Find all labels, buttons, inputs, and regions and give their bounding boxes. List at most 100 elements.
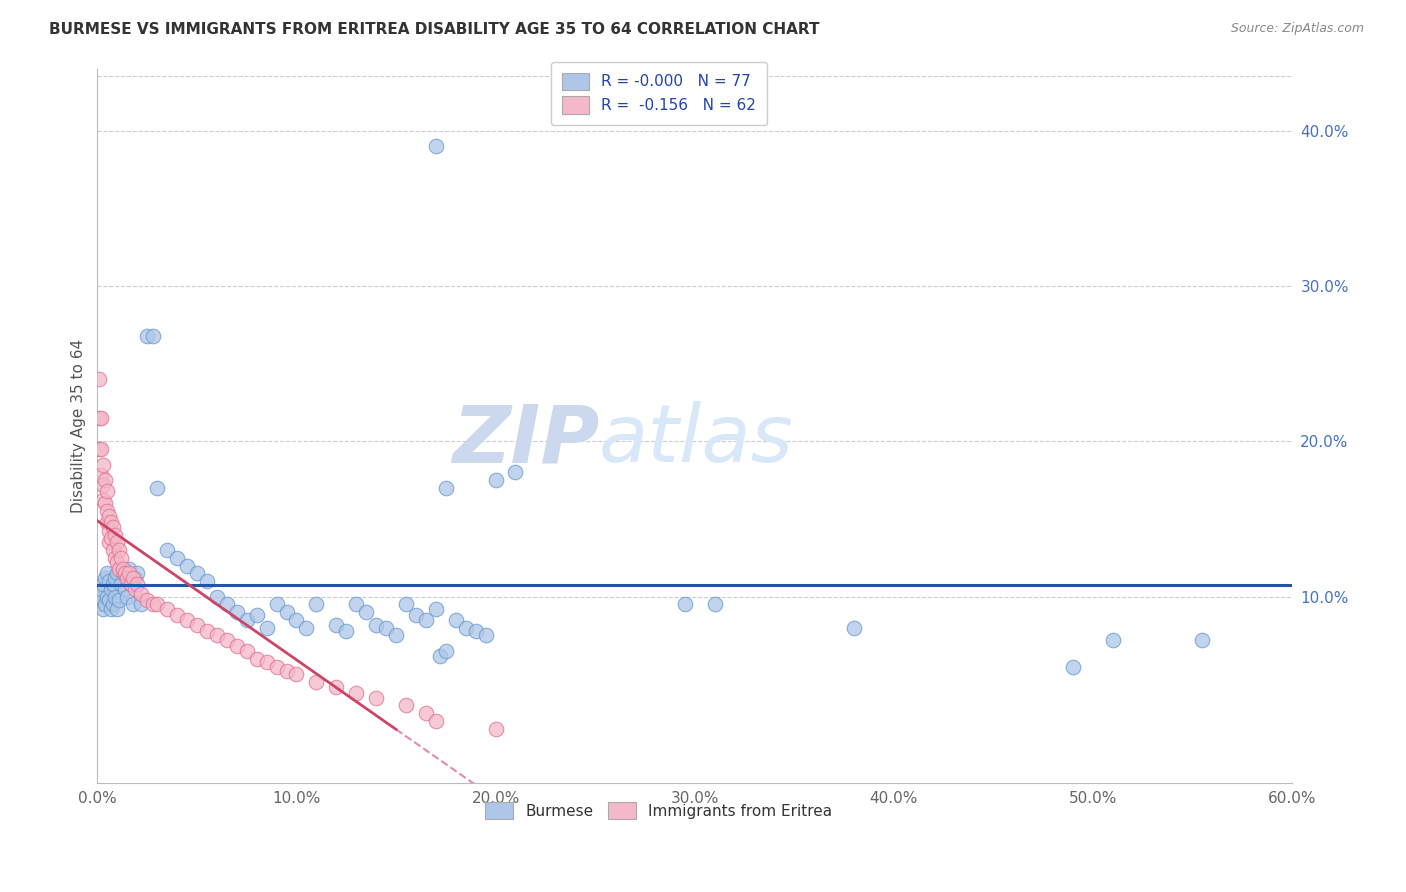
- Point: [156, 543, 179, 558]
- Point: [405, 608, 427, 623]
- Point: [266, 598, 288, 612]
- Point: [96, 483, 118, 498]
- Point: [325, 617, 347, 632]
- Point: [108, 562, 131, 576]
- Point: [122, 571, 145, 585]
- Point: [375, 621, 398, 635]
- Point: [266, 659, 288, 673]
- Point: [285, 613, 308, 627]
- Point: [96, 515, 118, 529]
- Point: [124, 582, 146, 596]
- Point: [142, 598, 165, 612]
- Point: [454, 621, 477, 635]
- Point: [90, 590, 112, 604]
- Point: [105, 566, 128, 581]
- Point: [91, 577, 114, 591]
- Point: [104, 590, 127, 604]
- Point: [115, 571, 138, 585]
- Point: [90, 442, 112, 456]
- Point: [305, 598, 328, 612]
- Point: [103, 598, 125, 612]
- Point: [176, 558, 198, 573]
- Point: [129, 586, 152, 600]
- Point: [127, 566, 149, 581]
- Point: [842, 621, 865, 635]
- Point: [91, 478, 114, 492]
- Point: [344, 598, 367, 612]
- Point: [96, 566, 118, 581]
- Point: [395, 698, 418, 713]
- Point: [195, 574, 218, 588]
- Point: [425, 714, 447, 728]
- Point: [118, 566, 141, 581]
- Point: [112, 566, 135, 581]
- Point: [114, 582, 136, 596]
- Point: [235, 613, 257, 627]
- Point: [444, 613, 467, 627]
- Point: [146, 598, 169, 612]
- Point: [1101, 633, 1123, 648]
- Point: [108, 592, 131, 607]
- Point: [89, 411, 111, 425]
- Point: [205, 590, 228, 604]
- Point: [225, 640, 247, 654]
- Point: [425, 602, 447, 616]
- Point: [91, 493, 114, 508]
- Point: [156, 602, 179, 616]
- Text: atlas: atlas: [599, 401, 794, 479]
- Point: [364, 617, 387, 632]
- Point: [256, 655, 278, 669]
- Point: [98, 574, 121, 588]
- Point: [176, 613, 198, 627]
- Point: [484, 473, 506, 487]
- Point: [146, 481, 169, 495]
- Point: [215, 598, 238, 612]
- Point: [105, 535, 128, 549]
- Point: [114, 566, 136, 581]
- Point: [354, 605, 377, 619]
- Point: [103, 543, 125, 558]
- Point: [104, 550, 127, 565]
- Point: [484, 722, 506, 736]
- Point: [215, 633, 238, 648]
- Point: [276, 605, 298, 619]
- Point: [415, 706, 437, 720]
- Point: [127, 577, 149, 591]
- Point: [195, 624, 218, 638]
- Point: [415, 613, 437, 627]
- Text: BURMESE VS IMMIGRANTS FROM ERITREA DISABILITY AGE 35 TO 64 CORRELATION CHART: BURMESE VS IMMIGRANTS FROM ERITREA DISAB…: [49, 22, 820, 37]
- Point: [474, 628, 496, 642]
- Point: [98, 535, 121, 549]
- Point: [120, 577, 142, 591]
- Point: [136, 592, 159, 607]
- Point: [124, 571, 146, 585]
- Point: [96, 504, 118, 518]
- Point: [246, 608, 269, 623]
- Point: [89, 442, 111, 456]
- Point: [335, 624, 357, 638]
- Point: [1062, 659, 1084, 673]
- Point: [385, 628, 408, 642]
- Point: [100, 602, 122, 616]
- Point: [90, 468, 112, 483]
- Point: [103, 577, 125, 591]
- Point: [256, 621, 278, 635]
- Point: [110, 577, 132, 591]
- Point: [136, 328, 159, 343]
- Point: [112, 562, 135, 576]
- Point: [89, 372, 111, 386]
- Point: [89, 592, 111, 607]
- Point: [91, 602, 114, 616]
- Point: [94, 473, 117, 487]
- Point: [434, 481, 457, 495]
- Point: [96, 590, 118, 604]
- Point: [1191, 633, 1213, 648]
- Point: [276, 664, 298, 678]
- Point: [325, 680, 347, 694]
- Point: [115, 590, 138, 604]
- Y-axis label: Disability Age 35 to 64: Disability Age 35 to 64: [72, 339, 86, 513]
- Point: [429, 648, 451, 663]
- Point: [120, 577, 142, 591]
- Point: [673, 598, 696, 612]
- Point: [395, 598, 418, 612]
